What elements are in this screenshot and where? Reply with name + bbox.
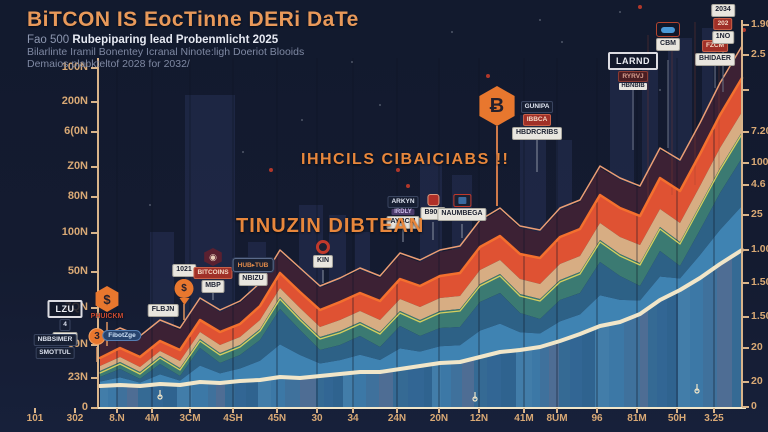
annotation-upper: IHHCILS CIBAICIABS !! bbox=[301, 151, 510, 168]
cream-trend-line bbox=[98, 248, 744, 388]
red-dot bbox=[406, 184, 410, 188]
red-dot bbox=[414, 204, 418, 208]
page-title: BiTCON IS EocTinne DERi DaTe bbox=[27, 8, 359, 31]
star-dot bbox=[619, 11, 621, 13]
band-teal bbox=[100, 132, 742, 379]
band-tan bbox=[100, 112, 742, 372]
anchor-mark-dot bbox=[694, 388, 700, 394]
red-dot bbox=[638, 5, 642, 9]
band-steel-blue bbox=[100, 158, 742, 383]
red-dot bbox=[399, 199, 403, 203]
subtitle-line-2: Bilarlinte Iramil Bonentey Icranal Ninot… bbox=[27, 46, 305, 58]
star-dot bbox=[351, 61, 353, 63]
red-dot bbox=[269, 168, 273, 172]
star-dot bbox=[539, 19, 541, 21]
title-block: BiTCON IS EocTinne DERi DaTe Fao 500 Rub… bbox=[27, 8, 359, 70]
subtitle-line-3: Demaios plabkteltof 2028 for 2032/ bbox=[27, 58, 190, 70]
subtitle-bold: Rubepiparing lead Probenmlicht 2025 bbox=[72, 34, 279, 46]
red-dot bbox=[486, 74, 490, 78]
anchor-mark-dot bbox=[472, 396, 478, 402]
orange-price-line bbox=[98, 76, 744, 360]
star-dot bbox=[379, 104, 381, 106]
subtitle-line-1: Fao 500 Rubepiparing lead Probenmlicht 2… bbox=[27, 34, 359, 46]
star-dot bbox=[561, 41, 563, 43]
red-dot bbox=[396, 168, 400, 172]
yellow-line bbox=[99, 133, 743, 375]
annotation-lower: TINUZIN DIBTEAN bbox=[236, 215, 425, 237]
subtitle-prefix: Fao 500 bbox=[27, 34, 73, 46]
star-dot bbox=[149, 204, 151, 206]
star-dot bbox=[451, 31, 453, 33]
star-dot bbox=[301, 119, 303, 121]
star-dot bbox=[659, 89, 661, 91]
band-red bbox=[100, 78, 742, 367]
upper-salmon-line bbox=[99, 45, 743, 339]
anchor-mark-dot bbox=[157, 394, 163, 400]
star-dot bbox=[242, 151, 244, 153]
